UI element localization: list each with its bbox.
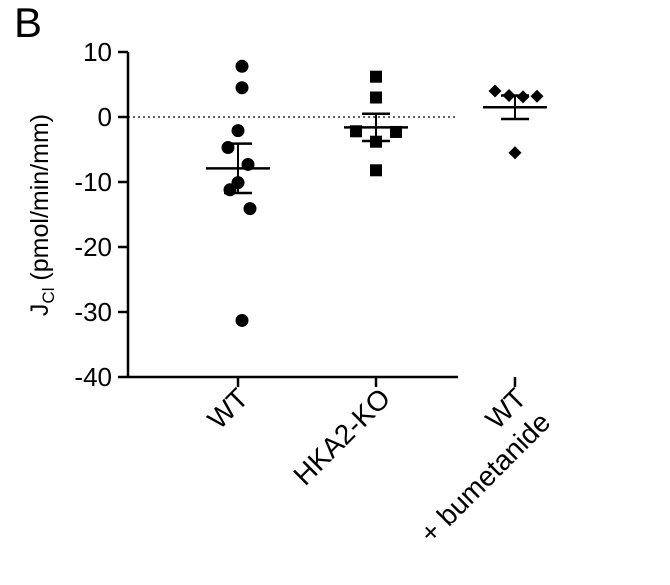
y-tick-label: -40 <box>74 362 112 392</box>
y-axis-label: JCl (pmol/min/mm) <box>26 114 58 316</box>
data-point <box>231 124 245 138</box>
data-point <box>370 91 382 104</box>
y-tick-label: -10 <box>74 167 112 197</box>
x-tick-label: WT <box>202 382 255 435</box>
x-tick-label: + bumetanide <box>414 406 556 548</box>
data-point <box>530 89 544 103</box>
data-point <box>235 313 249 327</box>
data-point <box>243 202 257 216</box>
panel-label: B <box>14 0 43 46</box>
y-tick-label: -20 <box>74 232 112 262</box>
data-point <box>370 164 382 177</box>
y-tick-label: 10 <box>83 37 112 67</box>
data-point <box>235 59 249 73</box>
data-point <box>223 183 237 197</box>
x-tick-label: HKA2-KO <box>287 382 396 491</box>
data-point <box>488 84 502 98</box>
y-tick-label: 0 <box>98 102 112 132</box>
y-tick-label: -30 <box>74 297 112 327</box>
data-point <box>508 146 522 160</box>
data-point <box>235 81 249 95</box>
data-point <box>516 90 530 104</box>
data-point <box>370 70 382 83</box>
data-point <box>390 125 402 138</box>
